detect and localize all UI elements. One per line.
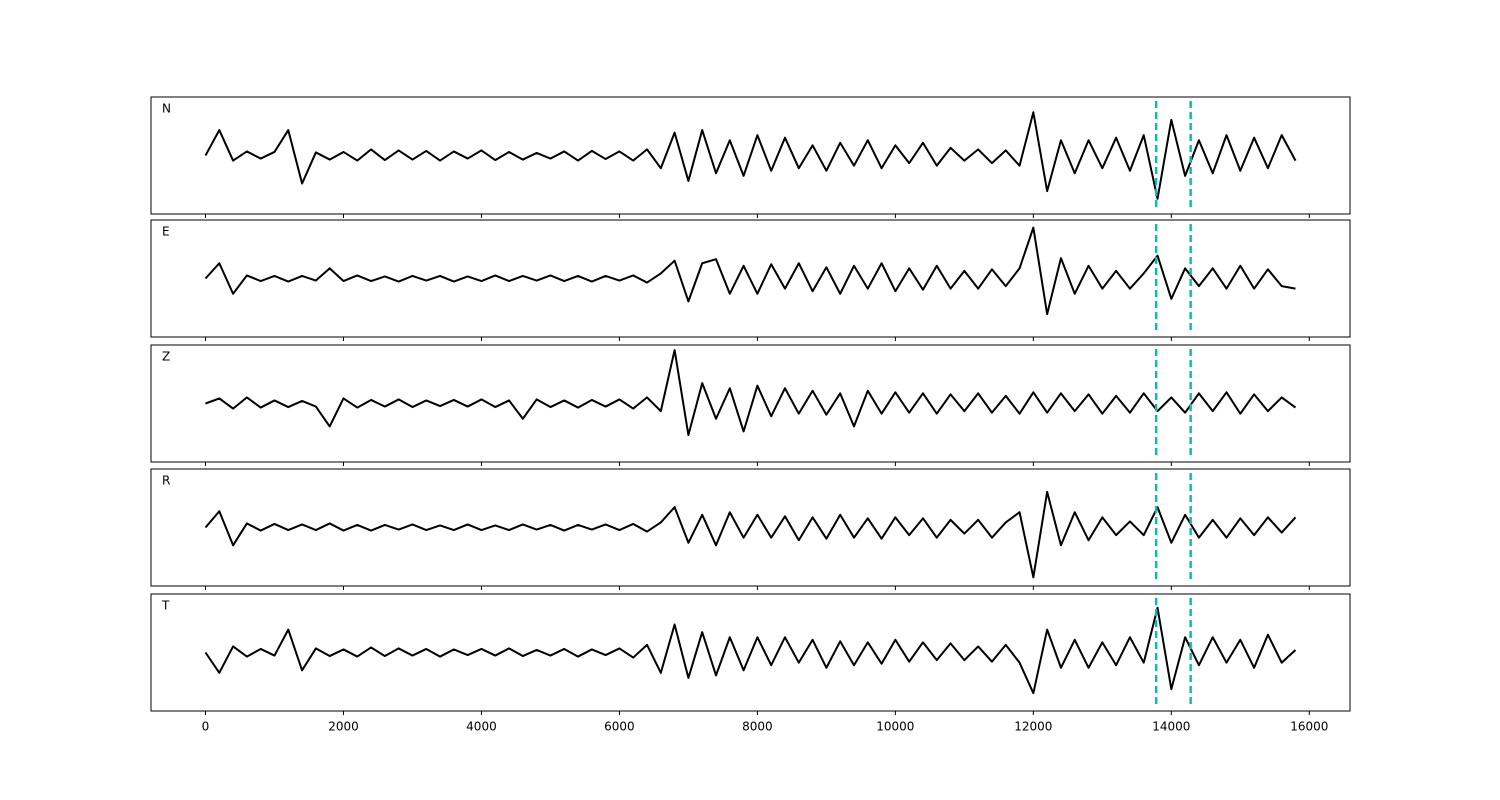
panel-label: T (161, 599, 170, 613)
trace (204, 226, 1296, 316)
panel-label: N (162, 102, 171, 116)
panel-frame (150, 593, 1351, 712)
x-tick-label: 14000 (1152, 720, 1190, 734)
panel-label: R (162, 474, 170, 488)
x-tick-label: 4000 (466, 720, 497, 734)
trace (204, 111, 1297, 200)
trace (204, 490, 1297, 579)
x-tick-label: 16000 (1290, 720, 1328, 734)
x-tick-label: 8000 (742, 720, 773, 734)
panel-label: Z (162, 350, 170, 364)
x-tick-label: 12000 (1014, 720, 1052, 734)
panel-frame (150, 468, 1351, 587)
panel-frame (150, 344, 1351, 463)
x-tick-label: 0 (202, 720, 210, 734)
panel-frame (150, 219, 1351, 338)
trace (205, 349, 1297, 437)
panel-label: E (162, 225, 170, 239)
trace (204, 606, 1297, 695)
x-tick-label: 10000 (876, 720, 914, 734)
x-tick-label: 6000 (604, 720, 635, 734)
panel-frame (150, 96, 1351, 215)
x-tick-label: 2000 (328, 720, 359, 734)
